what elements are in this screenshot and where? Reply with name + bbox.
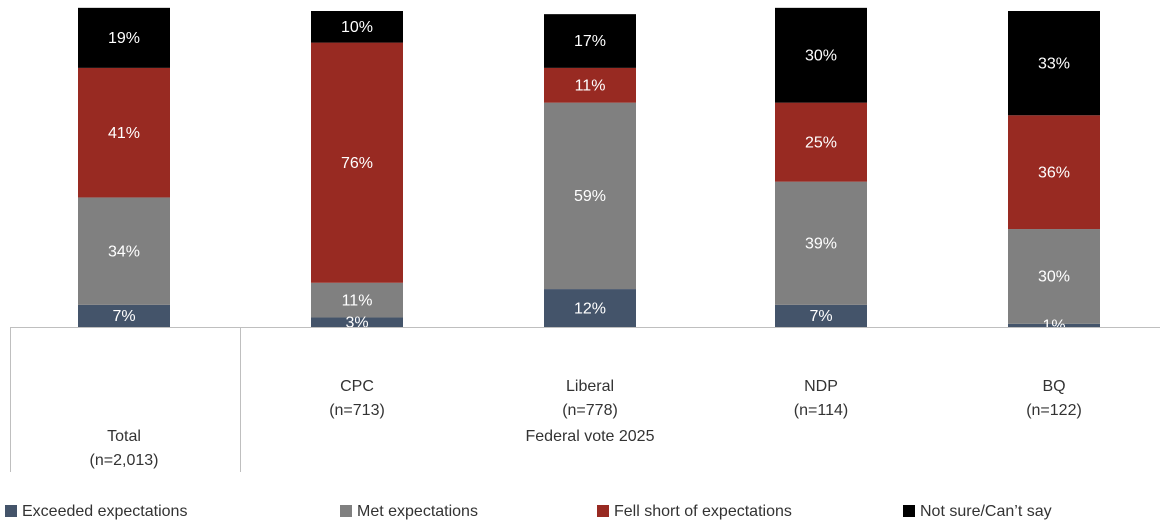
x-tick-label: (n=778) bbox=[562, 402, 618, 419]
data-label: 11% bbox=[342, 292, 373, 309]
bar-segment bbox=[1008, 229, 1100, 324]
bar-segment bbox=[775, 102, 867, 182]
data-label: 25% bbox=[805, 134, 837, 151]
data-label: 7% bbox=[809, 308, 832, 325]
data-label: 12% bbox=[574, 300, 606, 317]
bar-segment bbox=[311, 11, 403, 43]
data-label: 19% bbox=[108, 30, 140, 47]
bar-segment bbox=[78, 7, 170, 68]
bar-segment bbox=[1008, 115, 1100, 230]
legend-label: Fell short of expectations bbox=[614, 503, 792, 520]
data-label: 36% bbox=[1038, 164, 1070, 181]
bar-segment bbox=[311, 42, 403, 283]
x-tick-label: (n=2,013) bbox=[90, 452, 159, 469]
data-label: 10% bbox=[341, 19, 373, 36]
x-tick-label: (n=713) bbox=[329, 402, 385, 419]
x-tick-label: CPC bbox=[340, 378, 374, 395]
group-label: Federal vote 2025 bbox=[526, 428, 655, 445]
bar-segment bbox=[1008, 11, 1100, 116]
data-label: 41% bbox=[108, 125, 140, 142]
x-tick-label: Total bbox=[107, 428, 141, 445]
bar-segment bbox=[775, 304, 867, 327]
bar-segment bbox=[78, 304, 170, 327]
bar-segment bbox=[78, 67, 170, 198]
data-label: 17% bbox=[574, 33, 606, 50]
data-label: 1% bbox=[1042, 318, 1065, 335]
bar-segment bbox=[311, 282, 403, 318]
data-label: 59% bbox=[574, 188, 606, 205]
bar-segment bbox=[1008, 323, 1100, 327]
bar-segment bbox=[311, 317, 403, 327]
x-tick-label: Liberal bbox=[566, 378, 614, 395]
data-label: 76% bbox=[341, 155, 373, 172]
data-label: 33% bbox=[1038, 55, 1070, 72]
legend-label: Not sure/Can’t say bbox=[920, 503, 1052, 520]
data-label: 39% bbox=[805, 235, 837, 252]
x-tick-label: NDP bbox=[804, 378, 838, 395]
data-label: 34% bbox=[108, 243, 140, 260]
legend-swatch bbox=[903, 505, 915, 517]
bar-segment bbox=[544, 14, 636, 68]
data-label: 3% bbox=[345, 314, 368, 331]
data-label: 30% bbox=[805, 47, 837, 64]
data-label: 7% bbox=[112, 308, 135, 325]
x-tick-label: (n=122) bbox=[1026, 402, 1082, 419]
bar-segment bbox=[78, 197, 170, 305]
bar-segment bbox=[544, 67, 636, 103]
x-tick-label: BQ bbox=[1042, 378, 1065, 395]
legend-label: Exceeded expectations bbox=[22, 503, 187, 520]
legend-swatch bbox=[5, 505, 17, 517]
bar-segment bbox=[775, 7, 867, 103]
data-label: 30% bbox=[1038, 269, 1070, 286]
bar-segment bbox=[775, 181, 867, 305]
data-label: 11% bbox=[575, 77, 606, 94]
x-tick-label: (n=114) bbox=[794, 402, 848, 419]
bar-segment bbox=[544, 102, 636, 290]
legend-label: Met expectations bbox=[357, 503, 478, 520]
bar-segment bbox=[544, 289, 636, 327]
legend-swatch bbox=[597, 505, 609, 517]
legend-swatch bbox=[340, 505, 352, 517]
